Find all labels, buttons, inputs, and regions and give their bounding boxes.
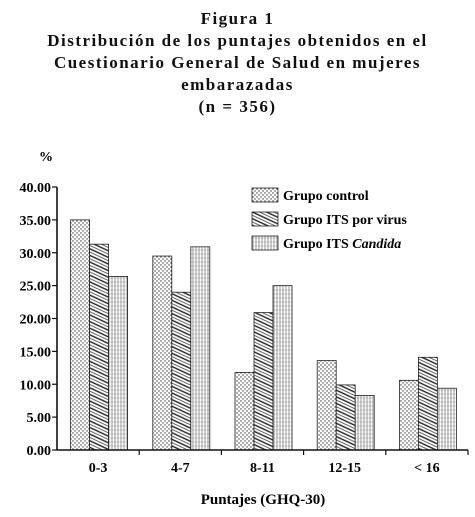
- legend: Grupo control Grupo ITS por virus Grupo IT…: [251, 187, 407, 252]
- figure-label: Figura 1: [200, 9, 275, 28]
- title-line-2: Cuestionario General de Salud en mujeres: [53, 53, 422, 72]
- x-tick-label: 0-3: [89, 461, 108, 476]
- y-tick-label: 10.00: [20, 378, 52, 393]
- legend-label-text: Grupo control: [283, 189, 369, 204]
- y-tick-label: 5.00: [27, 411, 52, 426]
- y-tick-label: 40.00: [20, 181, 52, 196]
- bar-diagonal-3: [335, 384, 356, 451]
- legend-label: Grupo control: [283, 189, 369, 204]
- title-line-1: Distribución de los puntajes obtenidos e…: [47, 31, 428, 50]
- y-tick-label: 35.00: [20, 214, 52, 229]
- y-tick-label: 30.00: [20, 247, 52, 262]
- bar-diagonal-0: [89, 243, 109, 451]
- bar-vertical-2: [272, 285, 293, 451]
- bar-dots-0: [70, 219, 90, 451]
- legend-swatch-diagonal: [251, 211, 279, 227]
- x-tick-label: 12-15: [328, 461, 361, 476]
- y-axis-unit-label: %: [39, 150, 53, 165]
- title-line-3: embarazadas: [181, 75, 294, 94]
- legend-label-italic: Candida: [352, 237, 401, 252]
- bar-vertical-0: [108, 276, 128, 451]
- bar-dots-3: [316, 360, 337, 451]
- legend-label-text: Grupo ITS: [283, 237, 352, 252]
- bar-diagonal-2: [253, 312, 274, 451]
- bar-dots-1: [152, 255, 173, 451]
- chart-title-block: Figura 1 Distribución de los puntajes ob…: [0, 8, 475, 118]
- y-tick-label: 20.00: [20, 313, 52, 328]
- legend-label: Grupo ITS Candida: [283, 237, 401, 252]
- x-axis-title: Puntajes (GHQ-30): [201, 492, 326, 508]
- title-line-4: (n = 356): [198, 97, 277, 116]
- legend-swatch-vertical: [251, 235, 279, 251]
- bar-dots-4: [398, 379, 419, 451]
- y-tick-label: 25.00: [20, 280, 52, 295]
- bar-vertical-4: [436, 387, 457, 451]
- legend-label-text: Grupo ITS por virus: [283, 213, 407, 228]
- bar-vertical-3: [354, 395, 375, 451]
- bar-dots-2: [234, 372, 255, 451]
- legend-label: Grupo ITS por virus: [283, 213, 407, 228]
- y-tick-label: 0.00: [27, 444, 52, 459]
- bar-vertical-1: [190, 246, 211, 451]
- x-tick-label: 8-11: [250, 461, 275, 476]
- legend-swatch-dots: [251, 187, 279, 203]
- x-tick-label: 4-7: [171, 461, 190, 476]
- x-tick-label: < 16: [414, 461, 439, 476]
- bar-diagonal-4: [417, 356, 438, 451]
- bar-diagonal-1: [171, 291, 192, 451]
- y-tick-label: 15.00: [20, 345, 52, 360]
